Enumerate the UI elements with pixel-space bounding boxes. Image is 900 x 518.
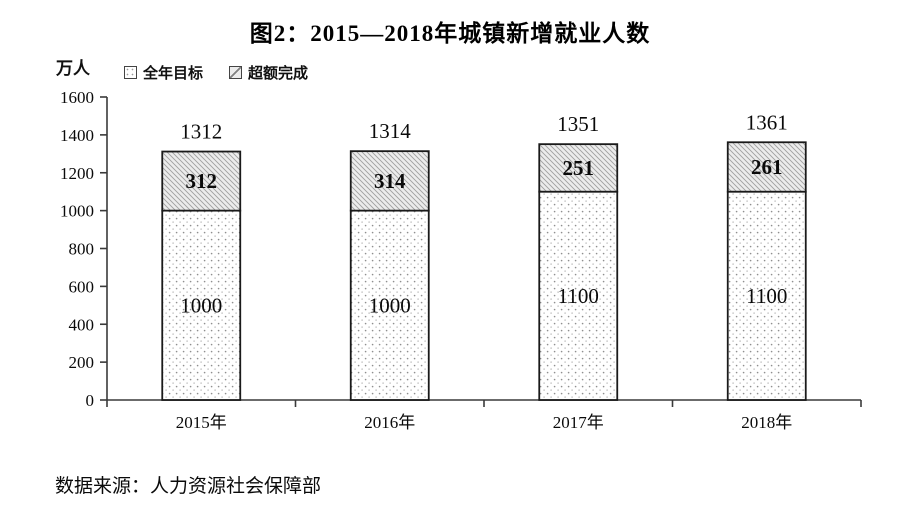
bar-segment-label: 261 bbox=[751, 155, 783, 179]
x-category-label: 2017年 bbox=[553, 413, 604, 432]
y-tick-label: 800 bbox=[69, 240, 95, 259]
bar-segment-target bbox=[161, 209, 242, 401]
bar-segment-target bbox=[538, 190, 619, 401]
bar-segment-excess bbox=[726, 141, 807, 193]
bar-segment-target bbox=[726, 190, 807, 401]
y-tick-label: 1400 bbox=[60, 126, 94, 145]
bar-segment-target bbox=[349, 209, 430, 401]
y-axis-unit-label: 万人 bbox=[56, 59, 90, 78]
legend-swatch-dots-icon bbox=[124, 66, 137, 79]
legend-item-label: 超额完成 bbox=[248, 65, 309, 82]
bar-segment-excess bbox=[349, 150, 430, 212]
y-tick-label: 200 bbox=[69, 353, 95, 372]
chart-title: 图2：2015—2018年城镇新增就业人数 bbox=[249, 21, 651, 46]
source-note: 数据来源：人力资源社会保障部 bbox=[55, 476, 322, 497]
bar-segment-label: 314 bbox=[374, 169, 406, 193]
bar-segment-label: 1100 bbox=[558, 284, 599, 308]
legend-item-excess: 超额完成 bbox=[229, 62, 308, 83]
y-tick-label: 0 bbox=[86, 391, 95, 410]
x-category-label: 2015年 bbox=[176, 413, 227, 432]
legend-item-label: 全年目标 bbox=[143, 65, 204, 82]
y-tick-label: 600 bbox=[69, 277, 95, 296]
y-tick-label: 400 bbox=[69, 315, 95, 334]
x-category-label: 2016年 bbox=[364, 413, 415, 432]
legend-swatch-hatch-icon bbox=[229, 66, 243, 79]
y-tick-label: 1000 bbox=[60, 202, 94, 221]
bar-segment-label: 1000 bbox=[180, 293, 222, 317]
bar-segment-excess bbox=[538, 143, 619, 193]
bar-segment-label: 1100 bbox=[746, 284, 787, 308]
x-category-label: 2018年 bbox=[741, 413, 792, 432]
bar-total-label: 1351 bbox=[557, 112, 599, 136]
legend-item-target: 全年目标 bbox=[124, 62, 203, 83]
bar-total-label: 1314 bbox=[369, 119, 412, 143]
bar-total-label: 1361 bbox=[746, 110, 788, 134]
bar-segment-label: 1000 bbox=[369, 293, 411, 317]
y-tick-label: 1600 bbox=[60, 88, 94, 107]
legend: 全年目标 超额完成 bbox=[124, 62, 308, 83]
bar-segment-excess bbox=[161, 150, 242, 212]
y-tick-label: 1200 bbox=[60, 164, 94, 183]
bar-total-label: 1312 bbox=[180, 120, 222, 144]
bar-segment-label: 251 bbox=[563, 156, 595, 180]
bar-segment-label: 312 bbox=[186, 169, 218, 193]
